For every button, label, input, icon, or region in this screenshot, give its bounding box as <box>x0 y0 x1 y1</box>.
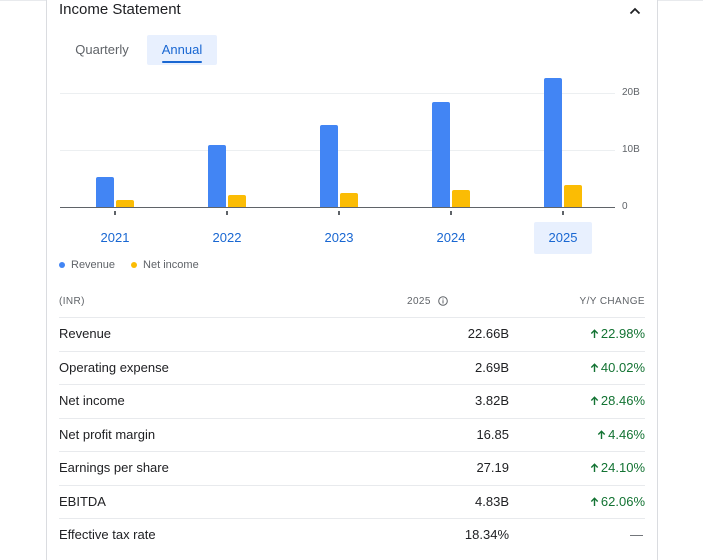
row-change-value: 24.10% <box>600 460 645 475</box>
row-value: 3.82B <box>475 393 509 408</box>
row-change: 62.06% <box>590 486 645 518</box>
row-change: 4.46% <box>597 419 645 451</box>
row-label: EBITDA <box>59 494 106 509</box>
row-value: 18.34% <box>464 527 509 542</box>
arrow-up-icon <box>597 430 606 439</box>
arrow-up-icon <box>590 463 599 472</box>
row-label: Operating expense <box>59 360 169 375</box>
legend-dot-revenue <box>59 262 65 268</box>
section-title: Income Statement <box>59 1 181 18</box>
y-tick-label-20b: 20B <box>622 87 640 98</box>
legend-item-net-income[interactable]: Net income <box>131 259 199 271</box>
arrow-up-icon <box>590 497 599 506</box>
bar-revenue-2022[interactable] <box>208 145 226 207</box>
table-row-net-profit-margin: Net profit margin 16.85 4.46% <box>59 418 645 452</box>
x-tick-2024 <box>450 211 452 215</box>
tab-annual-label: Annual <box>161 42 203 57</box>
table-header-year: 2025 <box>407 296 448 308</box>
row-change-value: 4.46% <box>608 427 645 442</box>
x-tick-2025 <box>562 211 564 215</box>
row-label: Revenue <box>59 326 112 341</box>
table-header-year-label: 2025 <box>407 296 431 307</box>
x-tick-2021 <box>114 211 116 215</box>
row-change-value: 62.06% <box>600 494 645 509</box>
row-label: Net profit margin <box>59 427 156 442</box>
row-change-value: 28.46% <box>600 393 645 408</box>
table-row-net-income: Net income 3.82B 28.46% <box>59 384 645 418</box>
table-row-earnings-per-share: Earnings per share 27.19 24.10% <box>59 451 645 485</box>
bar-revenue-2024[interactable] <box>432 102 450 207</box>
row-value: 27.19 <box>476 460 509 475</box>
bar-net-income-2021[interactable] <box>116 200 134 207</box>
bar-revenue-2021[interactable] <box>96 177 114 207</box>
tab-selected-indicator <box>162 61 202 63</box>
row-value: 16.85 <box>476 427 509 442</box>
row-value: 2.69B <box>475 360 509 375</box>
legend-item-revenue[interactable]: Revenue <box>59 259 115 271</box>
bar-net-income-2022[interactable] <box>228 195 246 207</box>
x-label-2022[interactable]: 2022 <box>212 230 242 245</box>
x-tick-2022 <box>226 211 228 215</box>
table-row-operating-expense: Operating expense 2.69B 40.02% <box>59 351 645 385</box>
legend-dot-net-income <box>131 262 138 268</box>
row-value: 4.83B <box>475 494 509 509</box>
bar-revenue-2025[interactable] <box>544 78 562 207</box>
bar-revenue-2023[interactable] <box>320 125 338 207</box>
row-change: 40.02% <box>590 352 645 384</box>
bar-net-income-2024[interactable] <box>452 190 470 207</box>
table-row-ebitda: EBITDA 4.83B 62.06% <box>59 485 645 519</box>
row-label: Earnings per share <box>59 460 169 475</box>
row-change-value: 40.02% <box>600 360 645 375</box>
bar-net-income-2025[interactable] <box>564 185 582 207</box>
y-tick-label-0: 0 <box>622 201 628 212</box>
row-label: Net income <box>59 393 125 408</box>
bar-net-income-2023[interactable] <box>340 193 358 207</box>
row-change: 28.46% <box>590 385 645 417</box>
gridline-20b <box>60 93 615 94</box>
row-change: 24.10% <box>590 452 645 484</box>
x-label-2025[interactable]: 2025 <box>534 222 592 254</box>
chart-legend: Revenue Net income <box>59 259 215 271</box>
arrow-up-icon <box>590 396 599 405</box>
info-icon[interactable] <box>438 296 448 307</box>
y-tick-label-10b: 10B <box>622 144 640 155</box>
legend-label-revenue: Revenue <box>71 259 116 271</box>
tab-annual[interactable]: Annual <box>147 35 217 65</box>
row-label: Effective tax rate <box>59 527 156 542</box>
x-label-2024[interactable]: 2024 <box>436 230 466 245</box>
legend-label-net-income: Net income <box>143 259 199 271</box>
x-label-2021[interactable]: 2021 <box>100 230 130 245</box>
table-header-label: (INR) <box>59 296 85 307</box>
row-value: 22.66B <box>467 326 509 341</box>
x-label-2023[interactable]: 2023 <box>324 230 354 245</box>
table-row-effective-tax-rate: Effective tax rate 18.34% — <box>59 518 645 552</box>
x-axis <box>60 207 615 208</box>
x-tick-2023 <box>338 211 340 215</box>
arrow-up-icon <box>590 363 599 372</box>
row-change: — <box>630 527 643 542</box>
table-header-change: Y/Y CHANGE <box>579 296 645 307</box>
chevron-up-icon[interactable] <box>626 2 644 20</box>
row-change-value: 22.98% <box>600 326 645 341</box>
tab-quarterly[interactable]: Quarterly <box>75 42 129 57</box>
row-change: 22.98% <box>590 318 645 350</box>
table-row-revenue: Revenue 22.66B 22.98% <box>59 317 645 351</box>
arrow-up-icon <box>590 329 599 338</box>
